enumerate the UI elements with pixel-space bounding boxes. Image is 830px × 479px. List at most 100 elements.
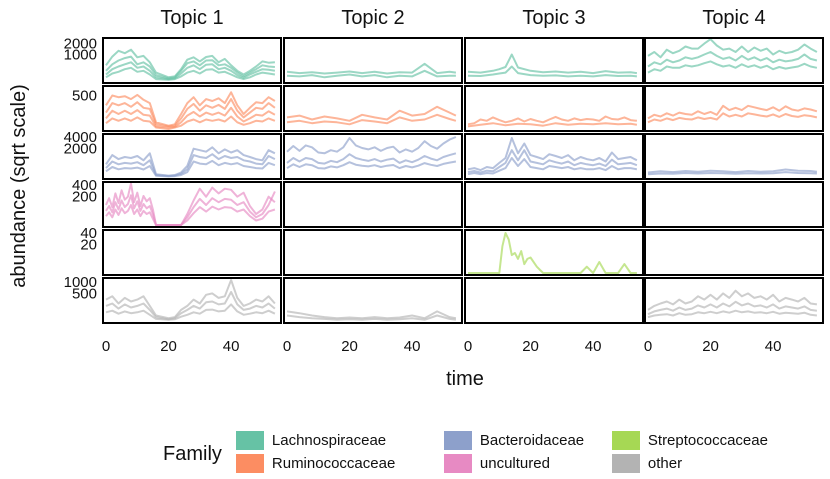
y-tick-label: 200 (72, 189, 97, 206)
facet-panels (102, 37, 824, 324)
series-line (286, 310, 457, 320)
series-line (467, 122, 638, 128)
y-tick-label: 2000 (64, 141, 97, 158)
panel-border (644, 277, 824, 324)
panel-border (102, 85, 282, 132)
legend-label: Ruminococcaceae (271, 455, 396, 472)
panel-border (464, 133, 644, 180)
legend-item: Ruminococcaceae (235, 453, 444, 474)
facet-panel (464, 181, 644, 228)
legend-swatch (611, 454, 640, 473)
series-line (105, 55, 275, 80)
x-tick-label: 20 (522, 338, 539, 355)
chart-canvas: Topic 1 Topic 2 Topic 3 Topic 4 10002000500… (8, 7, 824, 390)
facet-panel (464, 229, 644, 276)
series-line (647, 60, 818, 74)
panel-border (102, 229, 282, 276)
x-axis-title: time (446, 368, 484, 390)
y-tick-label: 40 (80, 225, 97, 242)
x-tick-label: 20 (160, 338, 177, 355)
facet-panel (464, 85, 644, 132)
x-tick-label: 40 (765, 338, 782, 355)
panel-border (283, 277, 463, 324)
facet-strip-label: Topic 2 (341, 7, 404, 29)
legend-item: uncultured (443, 453, 612, 474)
legend-label: Bacteroidaceae (479, 432, 585, 449)
series-line (647, 38, 818, 59)
x-tick-label: 20 (341, 338, 358, 355)
series-line (105, 106, 276, 129)
legend-swatch (611, 431, 640, 450)
legend: Family Lachnospiraceae Bacteroidaceae St… (163, 430, 782, 474)
facet-panel (644, 37, 824, 84)
facet-panel (644, 277, 824, 324)
x-tick-label: 0 (102, 338, 110, 355)
series-line (105, 48, 275, 79)
series-line (647, 309, 818, 319)
series-line (105, 98, 276, 128)
series-line (467, 157, 638, 176)
facet-panel (464, 37, 644, 84)
panel-border (283, 37, 463, 84)
y-tick-label: 1000 (64, 47, 97, 64)
x-tick-label: 40 (585, 338, 602, 355)
series-line (105, 66, 276, 81)
facet-panel (644, 133, 824, 180)
y-tick-label: 4000 (64, 129, 97, 146)
facet-panel (102, 181, 282, 228)
x-tick-label: 40 (223, 338, 240, 355)
facet-panel (283, 85, 463, 132)
panel-border (102, 37, 282, 84)
facet-panel (102, 85, 282, 132)
series-line (647, 104, 818, 120)
series-line (105, 91, 276, 127)
panel-border (464, 85, 644, 132)
panel-border (283, 229, 463, 276)
facet-panel (283, 181, 463, 228)
series-line (467, 65, 638, 78)
facet-panel (283, 37, 463, 84)
panel-border (102, 181, 282, 228)
series-line (286, 105, 457, 122)
series-line (468, 232, 637, 274)
facet-panel (464, 277, 644, 324)
y-tick-label: 1000 (64, 274, 97, 291)
series-line (105, 115, 276, 130)
series-line (286, 69, 456, 79)
facet-panel (464, 133, 644, 180)
legend-item: Lachnospiraceae (235, 430, 444, 451)
facet-panel (644, 181, 824, 228)
facet-panel (644, 85, 824, 132)
series-line (467, 115, 638, 126)
x-tick-label: 0 (464, 338, 472, 355)
y-tick-label: 500 (72, 88, 97, 105)
panel-border (644, 229, 824, 276)
series-line (105, 291, 276, 321)
panel-border (464, 37, 644, 84)
legend-swatch (235, 454, 264, 473)
series-line (286, 136, 457, 155)
legend-title: Family (163, 442, 222, 465)
series-line (105, 159, 276, 178)
series-line (647, 51, 818, 68)
panel-border (283, 85, 463, 132)
legend-label: uncultured (479, 455, 550, 472)
series-line (286, 62, 457, 75)
series-line (647, 300, 818, 316)
legend-swatch (443, 431, 472, 450)
facet-panel (283, 133, 463, 180)
series-line (647, 168, 818, 174)
series-line (105, 153, 276, 178)
panel-border (644, 133, 824, 180)
series-line (286, 160, 457, 170)
panel-border (464, 229, 644, 276)
x-tick-label: 0 (283, 338, 291, 355)
x-tick-label: 0 (644, 338, 652, 355)
series-line (286, 113, 457, 126)
y-tick-label: 400 (72, 177, 97, 194)
facet-panel (283, 277, 463, 324)
series-line (286, 314, 457, 321)
series-line (467, 53, 638, 75)
